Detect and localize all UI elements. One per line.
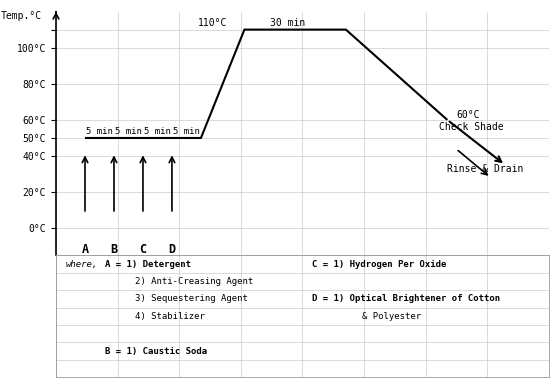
Text: 5 min: 5 min xyxy=(173,127,200,136)
Text: D: D xyxy=(169,243,175,256)
Text: B = 1) Caustic Soda: B = 1) Caustic Soda xyxy=(105,346,207,356)
Text: A = 1) Detergent: A = 1) Detergent xyxy=(105,259,192,269)
Text: 60°C: 60°C xyxy=(456,109,479,119)
Text: 3) Sequestering Agent: 3) Sequestering Agent xyxy=(135,295,248,303)
Text: 110°C: 110°C xyxy=(198,18,227,28)
Text: B: B xyxy=(110,243,118,256)
Text: A: A xyxy=(81,243,88,256)
Text: Check Shade: Check Shade xyxy=(438,122,503,132)
Text: 2) Anti-Creasing Agent: 2) Anti-Creasing Agent xyxy=(135,277,253,286)
Text: 4) Stabilizer: 4) Stabilizer xyxy=(135,312,205,321)
Text: C = 1) Hydrogen Per Oxide: C = 1) Hydrogen Per Oxide xyxy=(312,259,447,269)
Text: D = 1) Optical Brightener of Cotton: D = 1) Optical Brightener of Cotton xyxy=(312,295,501,303)
Text: where,: where, xyxy=(66,259,98,269)
Text: 30 min: 30 min xyxy=(270,18,306,28)
Text: 5 min: 5 min xyxy=(86,127,113,136)
Text: 5 min: 5 min xyxy=(144,127,171,136)
Text: 5 min: 5 min xyxy=(115,127,142,136)
Text: & Polyester: & Polyester xyxy=(362,312,421,321)
Text: C: C xyxy=(139,243,147,256)
Text: Rinse & Drain: Rinse & Drain xyxy=(447,164,524,174)
Text: Temp.°C: Temp.°C xyxy=(1,10,41,20)
